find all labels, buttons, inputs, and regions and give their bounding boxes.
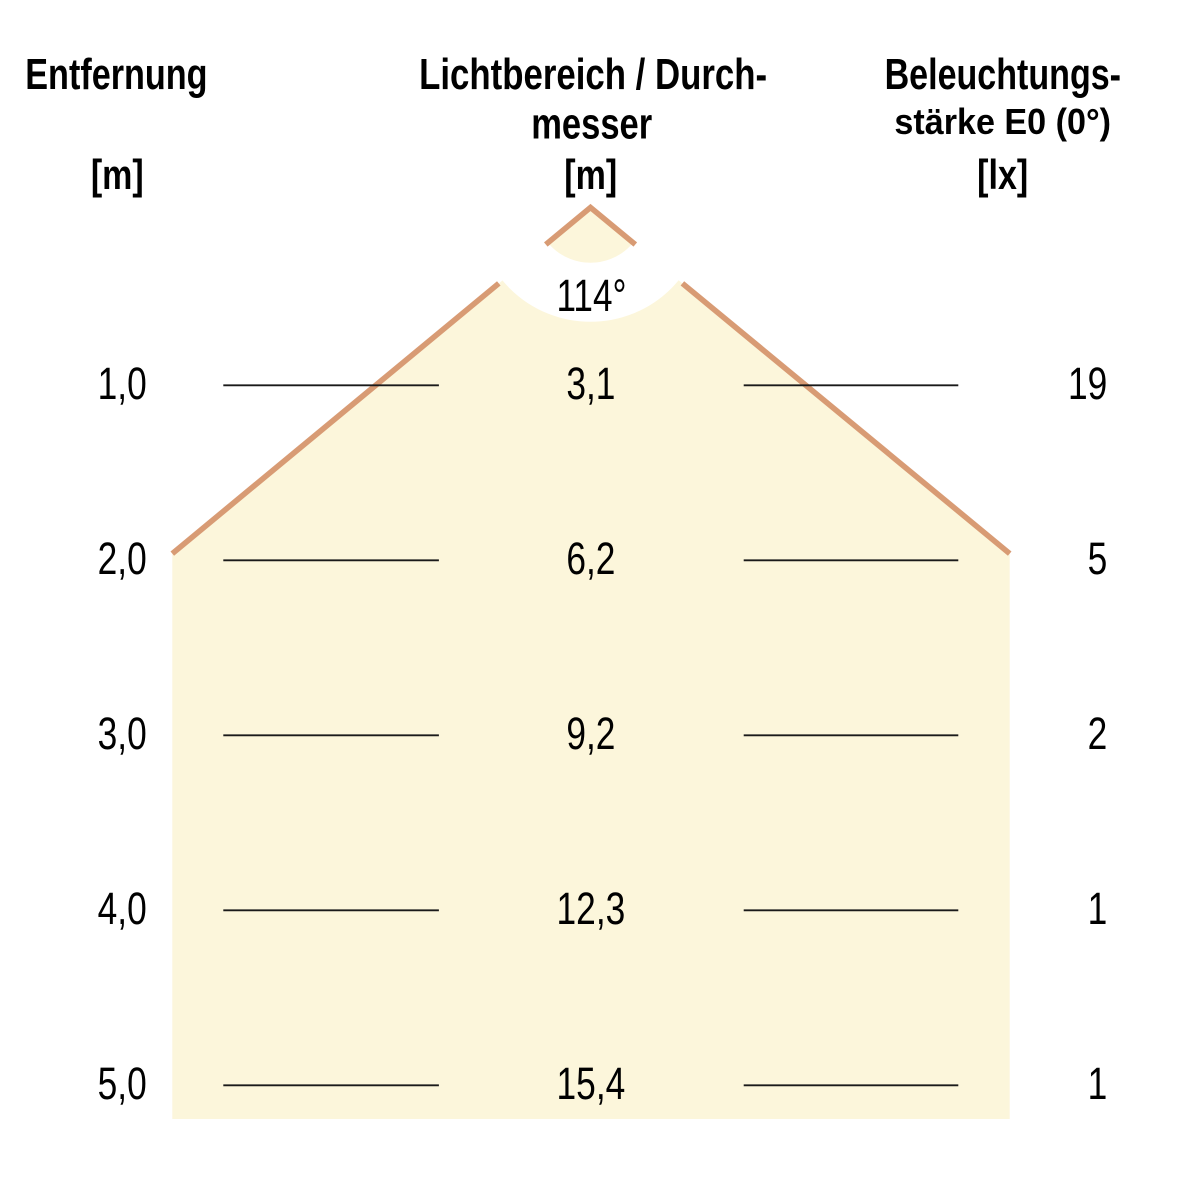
svg-text:[m]: [m] bbox=[91, 153, 144, 199]
svg-text:Lichtbereich / Durch-: Lichtbereich / Durch- bbox=[419, 50, 767, 99]
svg-text:Beleuchtungs-: Beleuchtungs- bbox=[885, 50, 1121, 99]
svg-text:5,0: 5,0 bbox=[98, 1058, 147, 1109]
svg-text:114°: 114° bbox=[557, 270, 627, 321]
svg-text:4,0: 4,0 bbox=[98, 883, 147, 934]
svg-text:15,4: 15,4 bbox=[557, 1058, 626, 1109]
svg-text:[lx]: [lx] bbox=[977, 153, 1028, 199]
svg-text:3,1: 3,1 bbox=[566, 358, 615, 409]
svg-text:1: 1 bbox=[1088, 883, 1108, 934]
svg-text:5: 5 bbox=[1088, 533, 1108, 584]
svg-text:2: 2 bbox=[1088, 708, 1108, 759]
svg-text:1: 1 bbox=[1088, 1058, 1108, 1109]
svg-text:9,2: 9,2 bbox=[566, 708, 615, 759]
svg-text:12,3: 12,3 bbox=[557, 883, 626, 934]
svg-text:19: 19 bbox=[1068, 358, 1107, 409]
svg-text:messer: messer bbox=[531, 100, 652, 149]
svg-text:2,0: 2,0 bbox=[98, 533, 147, 584]
svg-text:1,0: 1,0 bbox=[98, 358, 147, 409]
svg-text:Entfernung: Entfernung bbox=[25, 50, 207, 99]
svg-text:3,0: 3,0 bbox=[98, 708, 147, 759]
svg-text:6,2: 6,2 bbox=[566, 533, 615, 584]
svg-text:stärke E0 (0°): stärke E0 (0°) bbox=[894, 102, 1111, 142]
svg-text:[m]: [m] bbox=[564, 153, 617, 199]
